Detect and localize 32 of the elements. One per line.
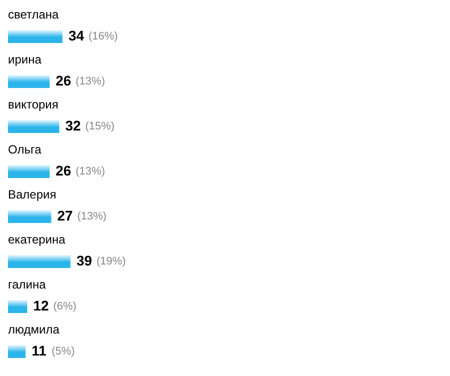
data-label: 34 — [68, 28, 84, 44]
annotation: (15%) — [85, 120, 115, 132]
y-tick-label: Валерия — [8, 188, 56, 202]
bar — [8, 300, 28, 313]
annotation: (13%) — [76, 166, 105, 178]
y-tick-label: галина — [8, 278, 46, 292]
data-label: 11 — [32, 342, 47, 358]
y-tick-label: екатерина — [8, 232, 66, 246]
bar — [8, 75, 50, 88]
bar — [8, 165, 50, 178]
data-label: 12 — [33, 298, 50, 314]
bar — [8, 255, 70, 268]
annotation: (13%) — [77, 210, 107, 222]
y-tick-label: людмила — [8, 322, 60, 336]
data-label: 39 — [76, 252, 92, 268]
y-tick-label: светлана — [8, 8, 60, 22]
y-tick-label: ирина — [8, 52, 42, 66]
bar — [8, 345, 26, 358]
bar — [8, 30, 62, 43]
data-label: 27 — [57, 208, 74, 224]
annotation: (16%) — [88, 30, 118, 42]
annotation: (5%) — [52, 346, 75, 358]
data-label: 26 — [56, 162, 72, 178]
annotation: (19%) — [96, 256, 126, 268]
data-label: 32 — [65, 118, 82, 134]
y-tick-label: Ольга — [8, 142, 42, 156]
bar — [8, 120, 60, 133]
annotation: (6%) — [53, 300, 76, 312]
data-label: 26 — [56, 72, 72, 88]
annotation: (13%) — [76, 76, 105, 88]
y-tick-label: виктория — [8, 98, 58, 112]
bar — [8, 210, 52, 223]
